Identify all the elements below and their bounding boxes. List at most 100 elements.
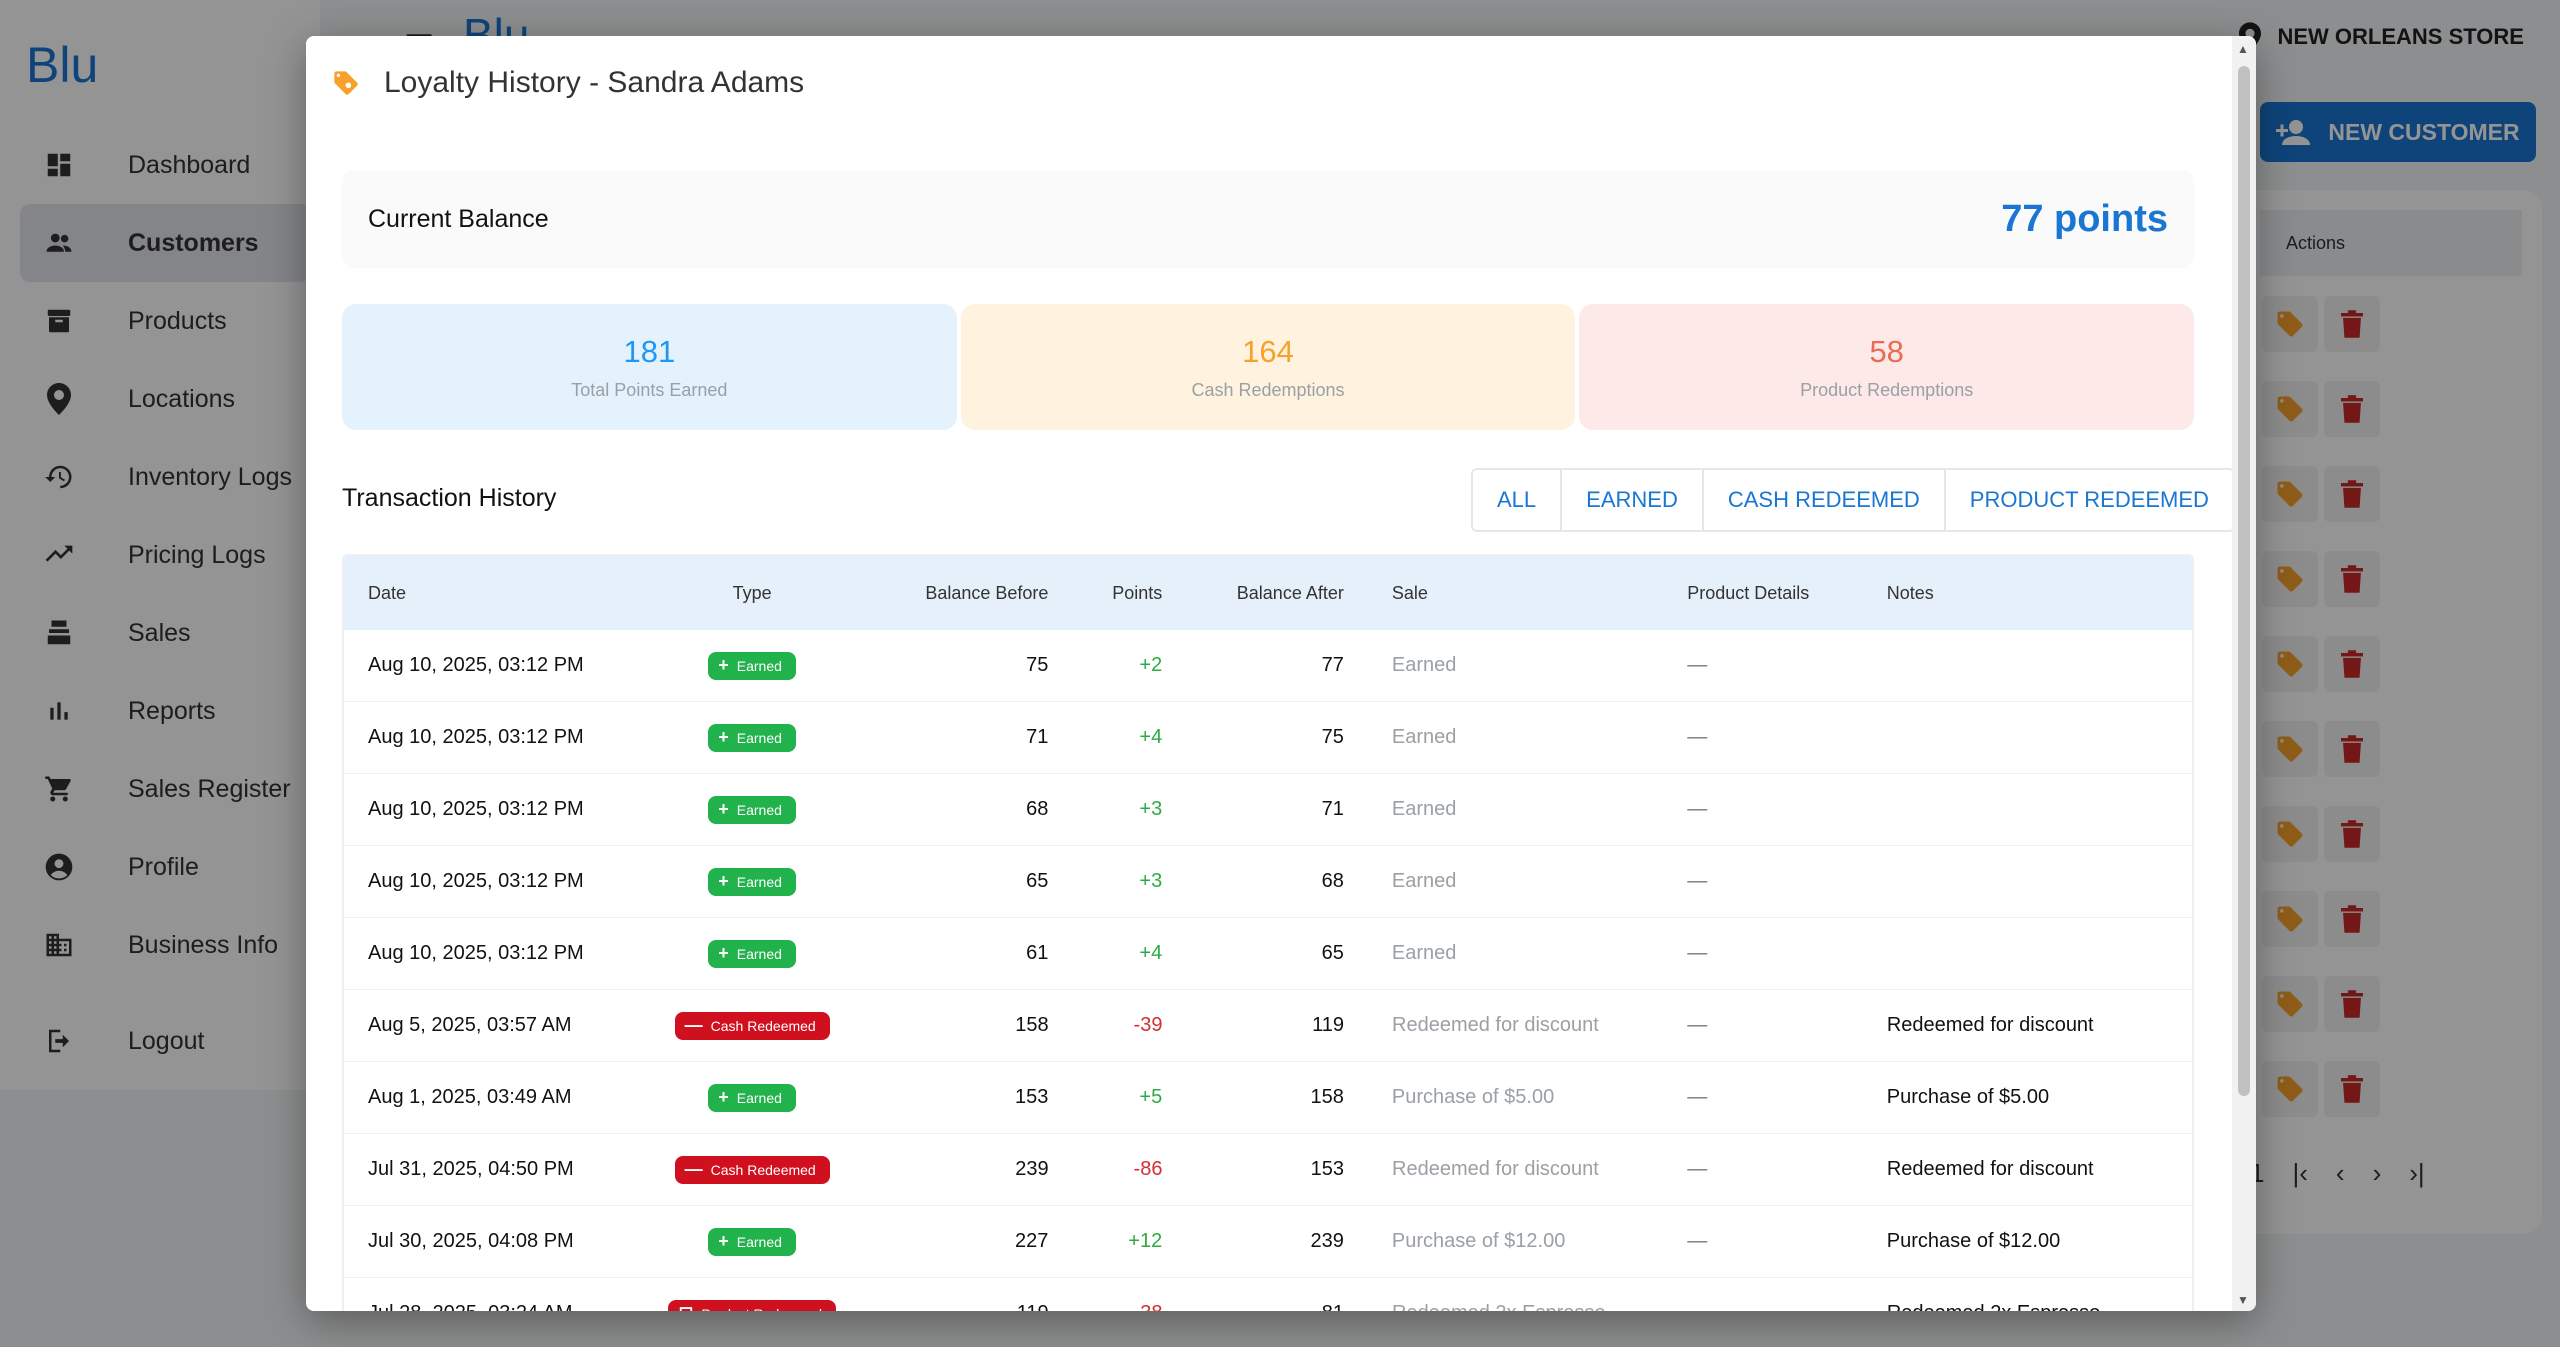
sidebar-item-dashboard[interactable]: Dashboard [20, 126, 310, 204]
loyalty-history-button[interactable] [2262, 721, 2318, 777]
cell-date: Jul 31, 2025, 04:50 PM [368, 1158, 574, 1180]
cell-notes: Redeemed for discount [1886, 1158, 2094, 1180]
delete-customer-button[interactable] [2324, 381, 2380, 437]
type-badge: + Earned [708, 1083, 796, 1112]
prev-page-icon[interactable]: ‹ [2335, 1158, 2345, 1188]
scroll-up-icon[interactable]: ▲ [2237, 42, 2249, 56]
next-page-icon[interactable]: › [2372, 1158, 2382, 1188]
modal-scrollbar[interactable]: ▲ ▼ [2232, 36, 2256, 1311]
sidebar-item-profile[interactable]: Profile [20, 828, 310, 906]
delete-customer-button[interactable] [2324, 1061, 2380, 1117]
delete-customer-button[interactable] [2324, 721, 2380, 777]
trash-icon [2341, 480, 2363, 508]
filter-cash-redeemed-button[interactable]: CASH REDEEMED [1703, 470, 1946, 530]
cell-points: +4 [1139, 942, 1163, 964]
delete-customer-button[interactable] [2324, 976, 2380, 1032]
sidebar-item-customers[interactable]: Customers [20, 204, 310, 282]
sidebar-item-label: Inventory Logs [128, 462, 292, 491]
cell-sale: Earned [1391, 726, 1457, 748]
last-page-icon[interactable]: ›| [2409, 1158, 2425, 1188]
sidebar-item-label: Sales [128, 618, 191, 647]
sidebar-item-business-info[interactable]: Business Info [20, 906, 310, 984]
stat-cash-redemptions: 164 Cash Redemptions [960, 304, 1576, 430]
loyalty-history-button[interactable] [2262, 1061, 2318, 1117]
cell-date: Aug 1, 2025, 03:49 AM [368, 1086, 572, 1108]
column-header-notes[interactable]: Notes [1886, 582, 1934, 603]
table-row: Aug 10, 2025, 03:12 PM + Earned 61 +4 65 Earne… [344, 918, 2192, 990]
minus-icon: — [684, 1159, 703, 1179]
delete-customer-button[interactable] [2324, 636, 2380, 692]
people-icon [42, 226, 76, 260]
filter-earned-button[interactable]: EARNED [1562, 470, 1704, 530]
column-header-points[interactable]: Points [1112, 582, 1163, 603]
plus-icon: + [718, 655, 729, 675]
sidebar-item-reports[interactable]: Reports [20, 672, 310, 750]
loyalty-history-button[interactable] [2262, 466, 2318, 522]
column-header-product-details[interactable]: Product Details [1687, 582, 1810, 603]
customer-row-actions [2262, 891, 2380, 947]
scrollbar-thumb[interactable] [2238, 66, 2250, 1096]
cell-product-details: — [1663, 1302, 1863, 1311]
cell-notes: Redeemed for discount [1886, 1014, 2094, 1036]
sidebar-item-logout[interactable]: Logout [20, 1002, 310, 1080]
type-badge: + Earned [708, 1227, 796, 1256]
scroll-down-icon[interactable]: ▼ [2237, 1293, 2249, 1307]
loyalty-history-button[interactable] [2262, 296, 2318, 352]
new-customer-button[interactable]: NEW CUSTOMER [2260, 102, 2536, 162]
column-header-sale[interactable]: Sale [1391, 582, 1428, 603]
sidebar-item-locations[interactable]: Locations [20, 360, 310, 438]
table-row: Jul 30, 2025, 04:08 PM + Earned 227 +12 239 Pu… [344, 1206, 2192, 1278]
cell-balance-after: 65 [1321, 942, 1344, 964]
stat-label: Total Points Earned [571, 379, 728, 400]
loyalty-tag-icon [2277, 906, 2303, 932]
delete-customer-button[interactable] [2324, 891, 2380, 947]
delete-customer-button[interactable] [2324, 551, 2380, 607]
plus-icon: + [718, 727, 729, 747]
customer-row-actions [2262, 976, 2380, 1032]
delete-customer-button[interactable] [2324, 466, 2380, 522]
filter-product-redeemed-button[interactable]: PRODUCT REDEEMED [1945, 470, 2233, 530]
archive-icon [42, 304, 76, 338]
sidebar-item-label: Sales Register [128, 774, 291, 803]
transaction-history-title: Transaction History [342, 484, 557, 512]
loyalty-history-button[interactable] [2262, 636, 2318, 692]
loyalty-tag-icon [2277, 396, 2303, 422]
filter-all-button[interactable]: ALL [1473, 470, 1563, 530]
sidebar-item-sales[interactable]: Sales [20, 594, 310, 672]
cell-type: ⊡ Product Redeemed [661, 1299, 843, 1311]
loyalty-history-button[interactable] [2262, 976, 2318, 1032]
column-header-balance-before[interactable]: Balance Before [925, 582, 1049, 603]
cell-balance-before: 68 [1026, 798, 1049, 820]
loyalty-history-button[interactable] [2262, 551, 2318, 607]
sidebar-item-sales-register[interactable]: Sales Register [20, 750, 310, 828]
building-icon [42, 928, 76, 962]
stat-product-redemptions: 58 Product Redemptions [1579, 304, 2195, 430]
cell-balance-after: 158 [1310, 1086, 1344, 1108]
customer-row-actions [2262, 466, 2380, 522]
stats-row: 181 Total Points Earned 164 Cash Redempt… [342, 304, 2195, 430]
sidebar-item-label: Reports [128, 696, 216, 725]
loyalty-history-button[interactable] [2262, 381, 2318, 437]
store-selector[interactable]: NEW ORLEANS STORE [2239, 22, 2524, 52]
first-page-icon[interactable]: |‹ [2292, 1158, 2308, 1188]
cell-points: +2 [1139, 654, 1163, 676]
sidebar-item-products[interactable]: Products [20, 282, 310, 360]
column-header-date[interactable]: Date [368, 582, 407, 603]
stat-total-earned: 181 Total Points Earned [342, 304, 957, 430]
loyalty-history-button[interactable] [2262, 806, 2318, 862]
loyalty-tag-icon [334, 71, 358, 95]
sidebar-item-pricing-logs[interactable]: Pricing Logs [20, 516, 310, 594]
delete-customer-button[interactable] [2324, 806, 2380, 862]
sidebar-item-inventory-logs[interactable]: Inventory Logs [20, 438, 310, 516]
cell-balance-before: 119 [843, 1302, 1072, 1311]
delete-customer-button[interactable] [2324, 296, 2380, 352]
cell-type: + Earned [661, 1083, 843, 1112]
loyalty-history-button[interactable] [2262, 891, 2318, 947]
cell-points: +3 [1139, 798, 1163, 820]
brand-logo: Blu [26, 37, 99, 93]
cell-balance-before: 75 [1026, 654, 1049, 676]
cell-balance-before: 227 [1015, 1230, 1049, 1252]
column-header-type[interactable]: Type [732, 582, 772, 603]
cell-product-details: — [1687, 726, 1708, 748]
column-header-balance-after[interactable]: Balance After [1236, 582, 1344, 603]
